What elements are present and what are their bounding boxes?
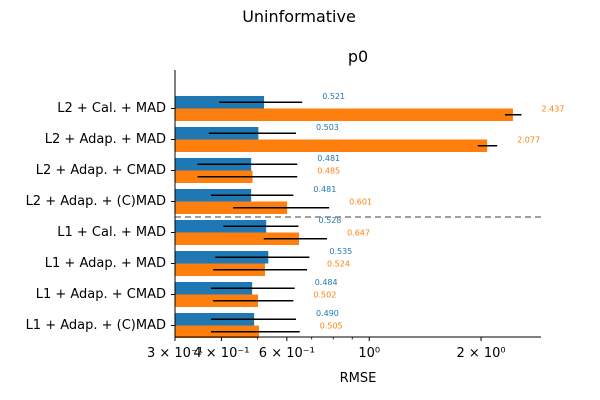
y-tick-label: L1 + Adap. + MAD — [45, 256, 166, 271]
y-tick-label: L1 + Adap. + CMAD — [36, 287, 166, 302]
x-tick-label: 10⁰ — [358, 346, 380, 361]
x-tick-label: 4 × 10⁻¹ — [193, 346, 249, 361]
value-label: 0.503 — [316, 123, 339, 132]
figure-suptitle: Uninformative — [242, 7, 356, 26]
value-label: 0.647 — [347, 228, 370, 237]
x-axis-label: RMSE — [340, 371, 377, 386]
x-tick-label: 2 × 10⁰ — [456, 346, 505, 361]
bar-series-orange — [175, 139, 488, 152]
y-tick-label: L1 + Cal. + MAD — [57, 225, 166, 240]
value-label: 0.601 — [349, 197, 372, 206]
x-tick-label: 3 × 10⁻¹ — [147, 346, 203, 361]
y-tick-label: L1 + Adap. + (C)MAD — [26, 318, 166, 333]
value-label: 0.528 — [318, 216, 341, 225]
value-label: 2.437 — [542, 104, 565, 113]
bar-series-blue — [175, 220, 267, 233]
plot-area: L2 + Cal. + MAD 0.521 2.437 L2 + Adap. + MA… — [26, 70, 565, 361]
bar-series-orange — [175, 201, 288, 214]
x-tick-label: 6 × 10⁻¹ — [259, 346, 315, 361]
value-label: 0.481 — [317, 154, 340, 163]
y-tick-label: L2 + Adap. + (C)MAD — [26, 194, 166, 209]
value-label: 0.521 — [322, 92, 345, 101]
value-label: 0.481 — [313, 185, 336, 194]
y-tick-label: L2 + Adap. + MAD — [45, 132, 166, 147]
value-label: 0.524 — [327, 259, 350, 268]
value-label: 0.490 — [316, 309, 339, 318]
bar-series-orange — [175, 232, 299, 245]
chart-title: p0 — [348, 47, 368, 66]
value-label: 0.502 — [313, 290, 336, 299]
value-label: 0.484 — [315, 278, 338, 287]
value-label: 0.535 — [329, 247, 352, 256]
value-label: 0.505 — [320, 321, 343, 330]
value-label: 2.077 — [517, 135, 540, 144]
bar-series-orange — [175, 108, 513, 121]
y-tick-label: L2 + Cal. + MAD — [57, 101, 166, 116]
y-tick-label: L2 + Adap. + CMAD — [36, 163, 166, 178]
value-label: 0.485 — [317, 166, 340, 175]
